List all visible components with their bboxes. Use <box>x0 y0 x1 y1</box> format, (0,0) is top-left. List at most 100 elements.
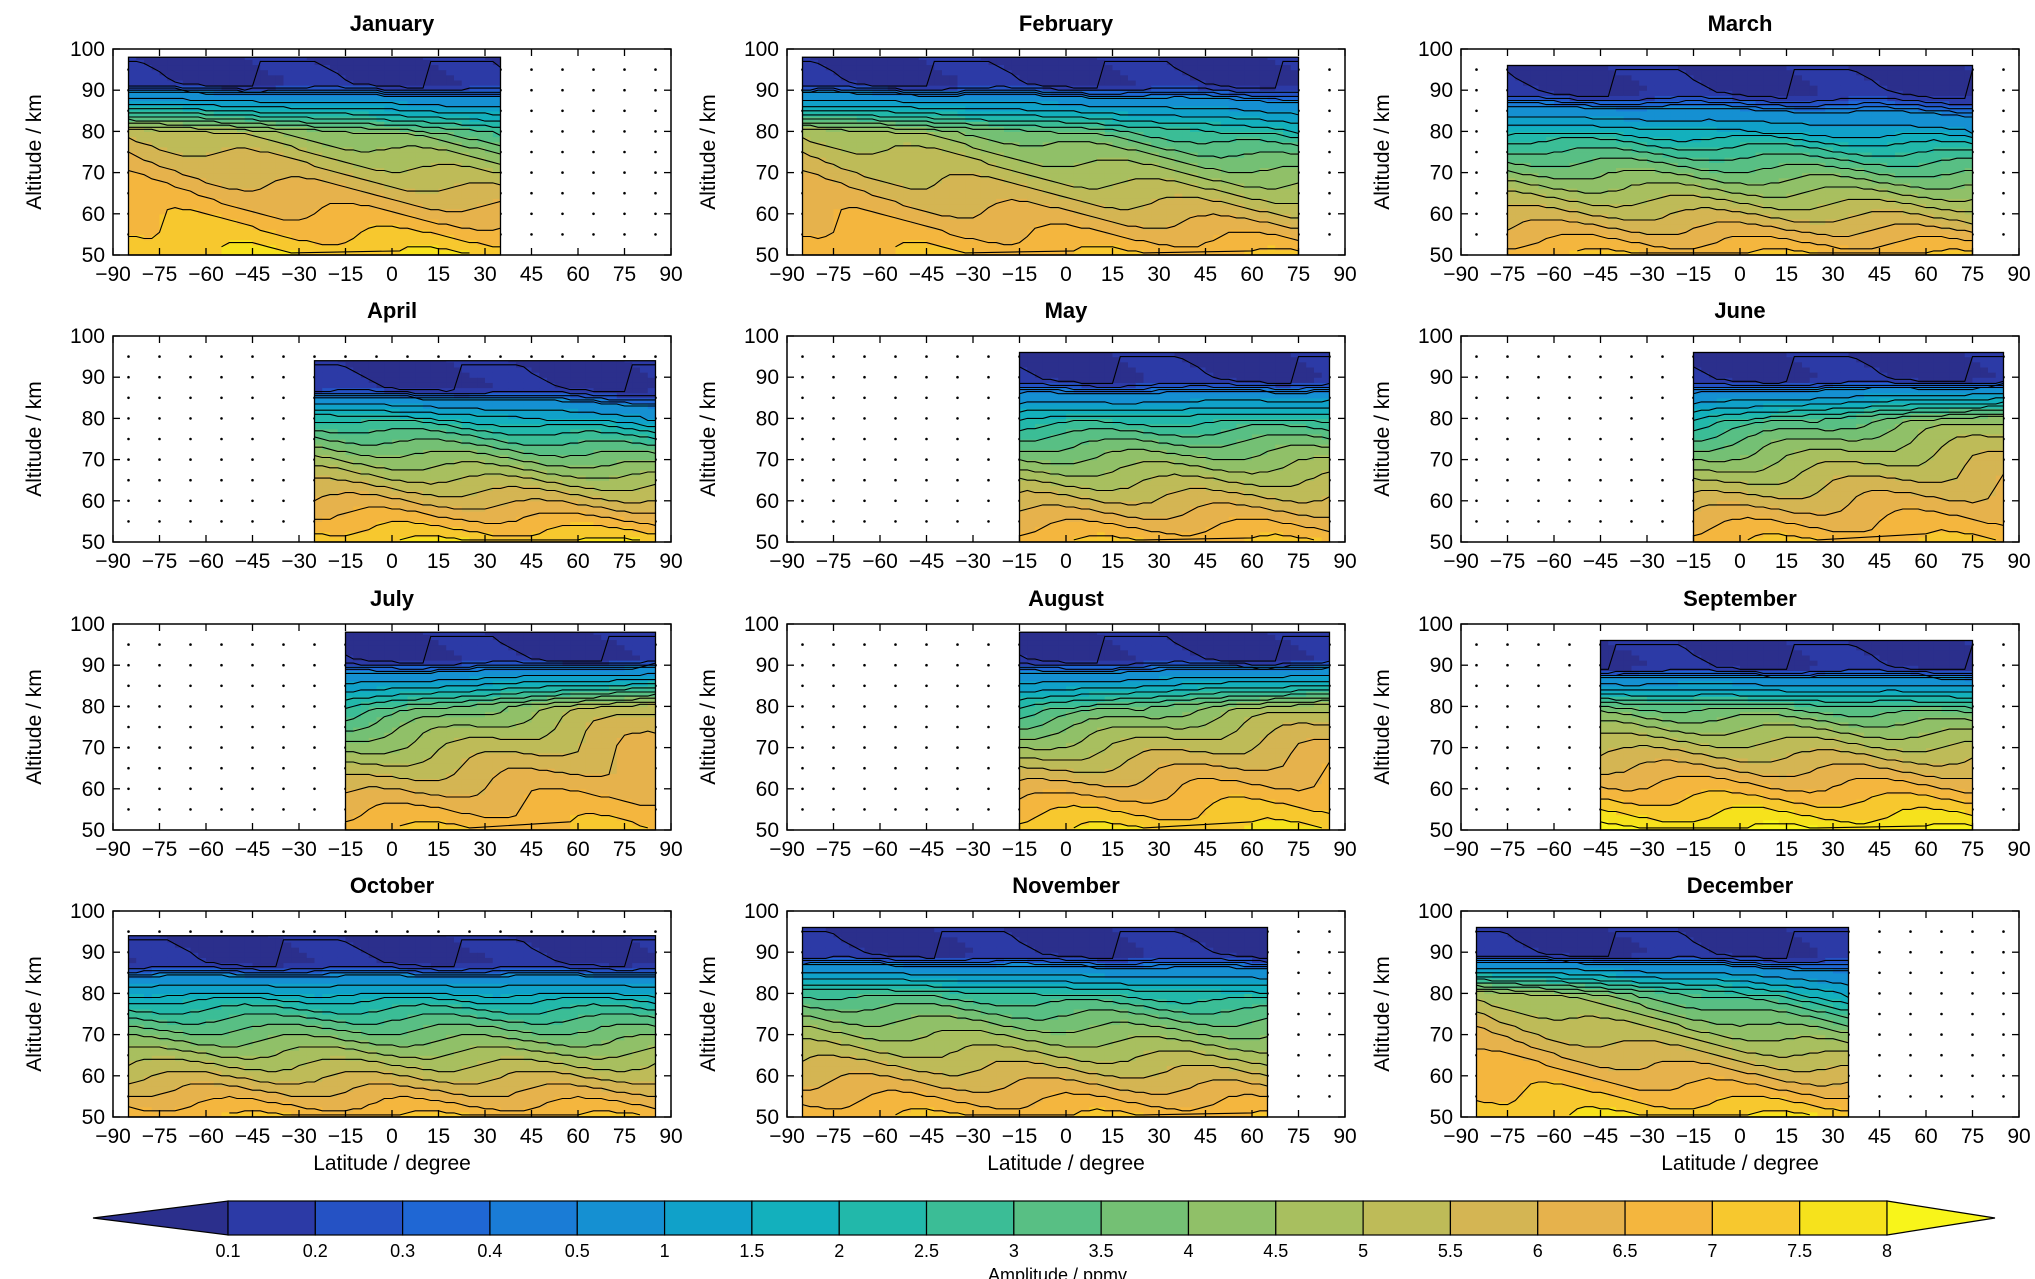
y-tick-label: 60 <box>82 490 105 513</box>
colorbar-box <box>489 1200 578 1236</box>
x-tick-label: 45 <box>1868 1125 1891 1148</box>
panel-april: −90 −75 −60 −45 −30 −15 0 15 30 45 60 75 90 50 60 70 80 9… <box>23 298 683 573</box>
x-tick-label: 45 <box>520 263 543 286</box>
y-tick-label: 80 <box>1430 982 1453 1005</box>
panel-contours <box>1507 69 1973 254</box>
x-tick-label: −30 <box>1629 838 1665 861</box>
x-tick-label: −45 <box>1583 263 1619 286</box>
x-tick-label: −30 <box>955 838 991 861</box>
y-tick-label: 90 <box>1430 366 1453 389</box>
x-tick-label: −60 <box>1536 838 1572 861</box>
panel-august: −90 −75 −60 −45 −30 −15 0 15 30 45 60 75 90 50 60 70 80 9… <box>697 586 1357 861</box>
x-tick-label: −90 <box>95 263 131 286</box>
x-tick-label: −90 <box>1443 263 1479 286</box>
y-tick-label: 90 <box>1430 941 1453 964</box>
y-axis-label: Altitude / km <box>1371 381 1394 497</box>
x-tick-label: 60 <box>1914 838 1937 861</box>
x-tick-label: 15 <box>1101 263 1124 286</box>
y-tick-label: 90 <box>756 366 779 389</box>
panel-december: −90 −75 −60 −45 −30 −15 0 15 30 45 60 75 90 50 60 70 80 9… <box>1371 873 2031 1175</box>
y-tick-label: 70 <box>82 737 105 760</box>
y-tick-label: 70 <box>1430 1024 1453 1047</box>
y-tick-label: 50 <box>756 1106 779 1129</box>
y-axis-label: Altitude / km <box>697 669 720 785</box>
x-tick-label: 30 <box>473 263 496 286</box>
x-tick-label: 90 <box>2007 263 2030 286</box>
x-tick-label: −45 <box>1583 838 1619 861</box>
colorbar-box <box>925 1200 1015 1236</box>
colorbar-box <box>1711 1200 1801 1236</box>
x-tick-label: −15 <box>328 1125 364 1148</box>
x-tick-label: −60 <box>188 1125 224 1148</box>
x-tick-label: 0 <box>1060 550 1072 573</box>
x-tick-label: 30 <box>473 1125 496 1148</box>
y-tick-label: 70 <box>82 1024 105 1047</box>
x-tick-label: 30 <box>1147 263 1170 286</box>
x-tick-label: −90 <box>769 838 805 861</box>
panel-october: −90 −75 −60 −45 −30 −15 0 15 30 45 60 75 90 50 60 70 80 9… <box>23 873 683 1175</box>
x-tick-label: 60 <box>1240 838 1263 861</box>
panel-field <box>128 57 501 255</box>
colorbar-box <box>1537 1200 1626 1236</box>
x-tick-label: −45 <box>235 838 271 861</box>
y-tick-label: 70 <box>1430 737 1453 760</box>
x-tick-label: 15 <box>1775 263 1798 286</box>
y-tick-label: 90 <box>756 654 779 677</box>
x-tick-label: 0 <box>1734 838 1746 861</box>
colorbar-tick-label: 1.5 <box>739 1241 764 1261</box>
x-tick-label: −15 <box>328 263 364 286</box>
x-tick-label: −90 <box>95 1125 131 1148</box>
y-axis-label: Altitude / km <box>23 381 46 497</box>
x-tick-label: 30 <box>1821 1125 1844 1148</box>
x-tick-label: −75 <box>1490 550 1526 573</box>
y-tick-label: 80 <box>1430 407 1453 430</box>
x-tick-label: −30 <box>281 1125 317 1148</box>
x-tick-label: −75 <box>816 1125 852 1148</box>
x-tick-label: 90 <box>2007 838 2030 861</box>
y-tick-label: 70 <box>756 737 779 760</box>
y-axis-label: Altitude / km <box>23 956 46 1072</box>
colorbar-box <box>663 1200 753 1236</box>
colorbar-box <box>1275 1200 1364 1236</box>
x-tick-label: 75 <box>1287 838 1310 861</box>
x-tick-label: −30 <box>1629 1125 1665 1148</box>
x-tick-label: 0 <box>1734 1125 1746 1148</box>
colorbar-tick-label: 5 <box>1358 1241 1368 1261</box>
x-tick-label: −60 <box>1536 263 1572 286</box>
colorbar-tick-label: 6 <box>1533 1241 1543 1261</box>
x-tick-label: −30 <box>1629 550 1665 573</box>
x-tick-label: −30 <box>955 1125 991 1148</box>
panel-contours <box>128 939 656 1116</box>
colorbar-label: Amplitude / ppmv <box>988 1265 1127 1279</box>
y-tick-label: 50 <box>1430 531 1453 554</box>
x-tick-label: 90 <box>1333 838 1356 861</box>
x-tick-label: 75 <box>613 838 636 861</box>
y-tick-label: 100 <box>744 38 779 61</box>
panel-title: May <box>1045 298 1089 323</box>
panel-field <box>1693 352 2004 543</box>
x-tick-label: 60 <box>1240 263 1263 286</box>
y-tick-label: 60 <box>756 778 779 801</box>
x-tick-label: 60 <box>566 263 589 286</box>
y-tick-label: 60 <box>82 778 105 801</box>
colorbar-tick-label: 7 <box>1707 1241 1717 1261</box>
x-tick-label: −30 <box>281 838 317 861</box>
y-axis-label: Altitude / km <box>697 381 720 497</box>
x-tick-label: 30 <box>1821 550 1844 573</box>
x-tick-label: 0 <box>1060 263 1072 286</box>
x-tick-label: −90 <box>769 550 805 573</box>
y-tick-label: 80 <box>756 120 779 143</box>
x-tick-label: −75 <box>142 1125 178 1148</box>
panel-contours <box>1019 635 1330 829</box>
x-tick-label: 45 <box>1194 263 1217 286</box>
colorbar-min-extension <box>92 1200 229 1236</box>
x-tick-label: −90 <box>95 838 131 861</box>
colorbar-box <box>838 1200 928 1236</box>
x-axis-label: Latitude / degree <box>1661 1152 1819 1175</box>
panel-title: December <box>1687 873 1794 898</box>
x-tick-label: −90 <box>1443 550 1479 573</box>
x-tick-label: −75 <box>816 838 852 861</box>
x-tick-label: −45 <box>235 263 271 286</box>
y-tick-label: 50 <box>756 531 779 554</box>
x-tick-label: −15 <box>1676 263 1712 286</box>
